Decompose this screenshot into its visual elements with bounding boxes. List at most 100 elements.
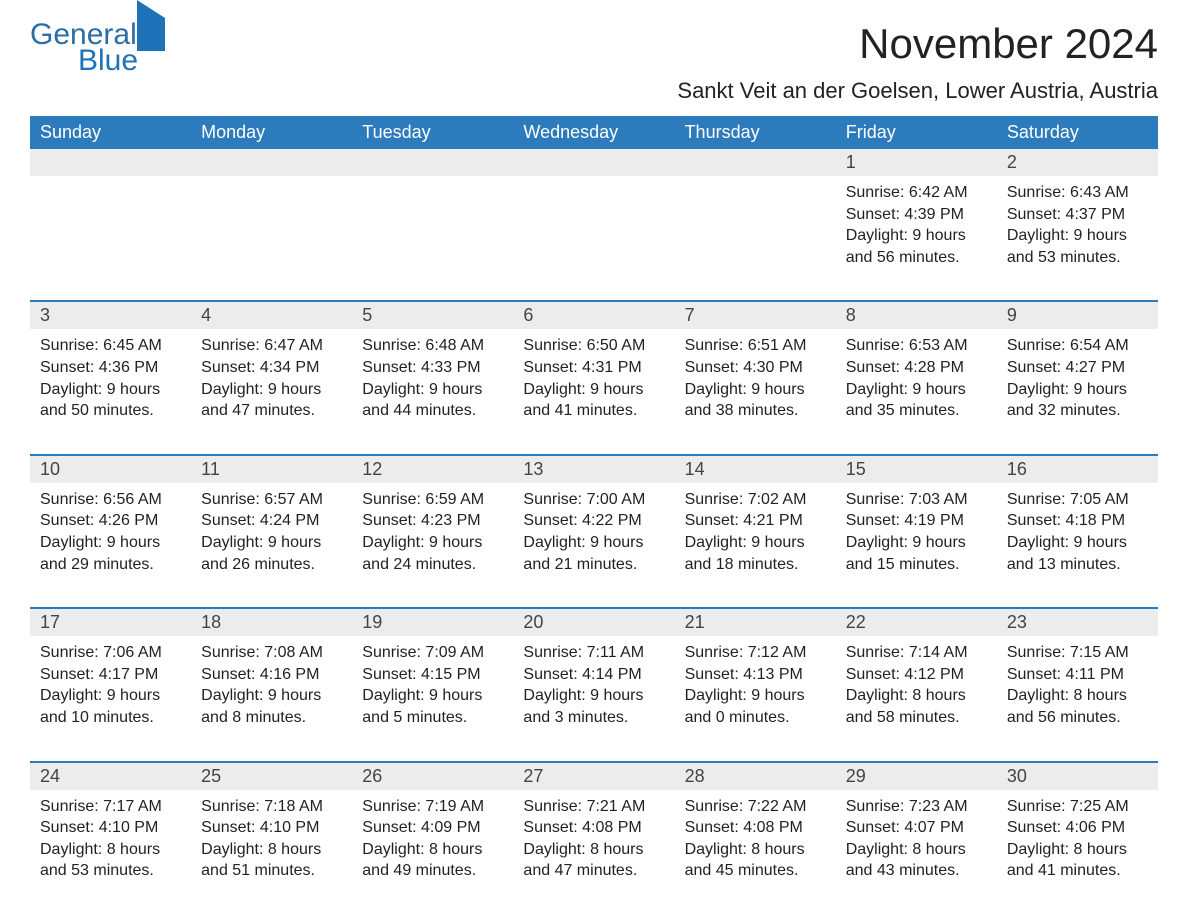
day-cell: Sunrise: 6:53 AMSunset: 4:28 PMDaylight:…	[836, 329, 997, 429]
sunset-text: Sunset: 4:26 PM	[40, 510, 181, 532]
week-row: 12Sunrise: 6:42 AMSunset: 4:39 PMDayligh…	[30, 149, 1158, 276]
daylight1-text: Daylight: 9 hours	[846, 225, 987, 247]
sunrise-text: Sunrise: 7:02 AM	[685, 489, 826, 511]
day-header: Tuesday	[352, 116, 513, 149]
daylight2-text: and 32 minutes.	[1007, 400, 1148, 422]
week-row: 3456789Sunrise: 6:45 AMSunset: 4:36 PMDa…	[30, 300, 1158, 429]
daylight2-text: and 8 minutes.	[201, 707, 342, 729]
day-number: 18	[191, 609, 352, 636]
daylight2-text: and 47 minutes.	[201, 400, 342, 422]
day-cell: Sunrise: 7:06 AMSunset: 4:17 PMDaylight:…	[30, 636, 191, 736]
daylight1-text: Daylight: 9 hours	[362, 532, 503, 554]
sunset-text: Sunset: 4:28 PM	[846, 357, 987, 379]
day-number: 13	[513, 456, 674, 483]
day-number: 7	[675, 302, 836, 329]
daylight1-text: Daylight: 9 hours	[1007, 532, 1148, 554]
sunrise-text: Sunrise: 7:19 AM	[362, 796, 503, 818]
daylight2-text: and 10 minutes.	[40, 707, 181, 729]
calendar: Sunday Monday Tuesday Wednesday Thursday…	[30, 116, 1158, 890]
day-cell: Sunrise: 6:54 AMSunset: 4:27 PMDaylight:…	[997, 329, 1158, 429]
day-cell: Sunrise: 6:51 AMSunset: 4:30 PMDaylight:…	[675, 329, 836, 429]
day-cell: Sunrise: 7:00 AMSunset: 4:22 PMDaylight:…	[513, 483, 674, 583]
daylight2-text: and 0 minutes.	[685, 707, 826, 729]
sunrise-text: Sunrise: 6:51 AM	[685, 335, 826, 357]
daylight1-text: Daylight: 9 hours	[362, 379, 503, 401]
week-row: 24252627282930Sunrise: 7:17 AMSunset: 4:…	[30, 761, 1158, 890]
day-number: 6	[513, 302, 674, 329]
day-number: 4	[191, 302, 352, 329]
daylight2-text: and 41 minutes.	[523, 400, 664, 422]
daylight2-text: and 44 minutes.	[362, 400, 503, 422]
sunrise-text: Sunrise: 6:54 AM	[1007, 335, 1148, 357]
daylight2-text: and 29 minutes.	[40, 554, 181, 576]
day-number: 10	[30, 456, 191, 483]
sunrise-text: Sunrise: 7:15 AM	[1007, 642, 1148, 664]
sunset-text: Sunset: 4:21 PM	[685, 510, 826, 532]
daylight1-text: Daylight: 9 hours	[846, 532, 987, 554]
day-number: 21	[675, 609, 836, 636]
day-cell: Sunrise: 7:22 AMSunset: 4:08 PMDaylight:…	[675, 790, 836, 890]
day-number	[30, 149, 191, 176]
daylight2-text: and 47 minutes.	[523, 860, 664, 882]
day-number: 22	[836, 609, 997, 636]
day-number: 12	[352, 456, 513, 483]
daylight1-text: Daylight: 9 hours	[685, 532, 826, 554]
day-cell	[30, 176, 191, 276]
month-title: November 2024	[677, 20, 1158, 68]
daylight1-text: Daylight: 9 hours	[362, 685, 503, 707]
daylight2-text: and 3 minutes.	[523, 707, 664, 729]
daylight1-text: Daylight: 8 hours	[362, 839, 503, 861]
sunset-text: Sunset: 4:18 PM	[1007, 510, 1148, 532]
daylight2-text: and 15 minutes.	[846, 554, 987, 576]
sunrise-text: Sunrise: 7:06 AM	[40, 642, 181, 664]
sunset-text: Sunset: 4:37 PM	[1007, 204, 1148, 226]
daylight1-text: Daylight: 8 hours	[523, 839, 664, 861]
day-number	[513, 149, 674, 176]
day-cell: Sunrise: 7:05 AMSunset: 4:18 PMDaylight:…	[997, 483, 1158, 583]
day-number: 3	[30, 302, 191, 329]
sunset-text: Sunset: 4:12 PM	[846, 664, 987, 686]
day-cell: Sunrise: 7:25 AMSunset: 4:06 PMDaylight:…	[997, 790, 1158, 890]
daynum-row: 10111213141516	[30, 456, 1158, 483]
title-block: November 2024 Sankt Veit an der Goelsen,…	[677, 20, 1158, 104]
sunset-text: Sunset: 4:08 PM	[523, 817, 664, 839]
daylight1-text: Daylight: 8 hours	[846, 685, 987, 707]
daylight1-text: Daylight: 8 hours	[1007, 839, 1148, 861]
sunrise-text: Sunrise: 7:03 AM	[846, 489, 987, 511]
daylight1-text: Daylight: 8 hours	[846, 839, 987, 861]
day-number: 30	[997, 763, 1158, 790]
daylight1-text: Daylight: 9 hours	[40, 532, 181, 554]
sunrise-text: Sunrise: 6:53 AM	[846, 335, 987, 357]
sunrise-text: Sunrise: 7:18 AM	[201, 796, 342, 818]
daylight2-text: and 45 minutes.	[685, 860, 826, 882]
logo-text: General Blue	[30, 20, 165, 76]
daylight1-text: Daylight: 9 hours	[40, 685, 181, 707]
daynum-row: 3456789	[30, 302, 1158, 329]
day-number: 1	[836, 149, 997, 176]
day-number: 26	[352, 763, 513, 790]
daylight2-text: and 49 minutes.	[362, 860, 503, 882]
daynum-row: 24252627282930	[30, 763, 1158, 790]
day-cell: Sunrise: 6:48 AMSunset: 4:33 PMDaylight:…	[352, 329, 513, 429]
sunset-text: Sunset: 4:36 PM	[40, 357, 181, 379]
day-cell: Sunrise: 7:09 AMSunset: 4:15 PMDaylight:…	[352, 636, 513, 736]
day-number	[352, 149, 513, 176]
day-number: 9	[997, 302, 1158, 329]
sunset-text: Sunset: 4:09 PM	[362, 817, 503, 839]
daylight1-text: Daylight: 9 hours	[523, 532, 664, 554]
daylight2-text: and 50 minutes.	[40, 400, 181, 422]
logo-triangle-icon	[137, 0, 165, 51]
day-number: 24	[30, 763, 191, 790]
daylight2-text: and 24 minutes.	[362, 554, 503, 576]
day-number: 5	[352, 302, 513, 329]
day-cell: Sunrise: 7:23 AMSunset: 4:07 PMDaylight:…	[836, 790, 997, 890]
sunrise-text: Sunrise: 7:21 AM	[523, 796, 664, 818]
sunset-text: Sunset: 4:34 PM	[201, 357, 342, 379]
day-cell: Sunrise: 6:50 AMSunset: 4:31 PMDaylight:…	[513, 329, 674, 429]
sunset-text: Sunset: 4:13 PM	[685, 664, 826, 686]
week-row: 17181920212223Sunrise: 7:06 AMSunset: 4:…	[30, 607, 1158, 736]
day-header-row: Sunday Monday Tuesday Wednesday Thursday…	[30, 116, 1158, 149]
sunset-text: Sunset: 4:10 PM	[201, 817, 342, 839]
sunrise-text: Sunrise: 6:47 AM	[201, 335, 342, 357]
sunrise-text: Sunrise: 6:48 AM	[362, 335, 503, 357]
